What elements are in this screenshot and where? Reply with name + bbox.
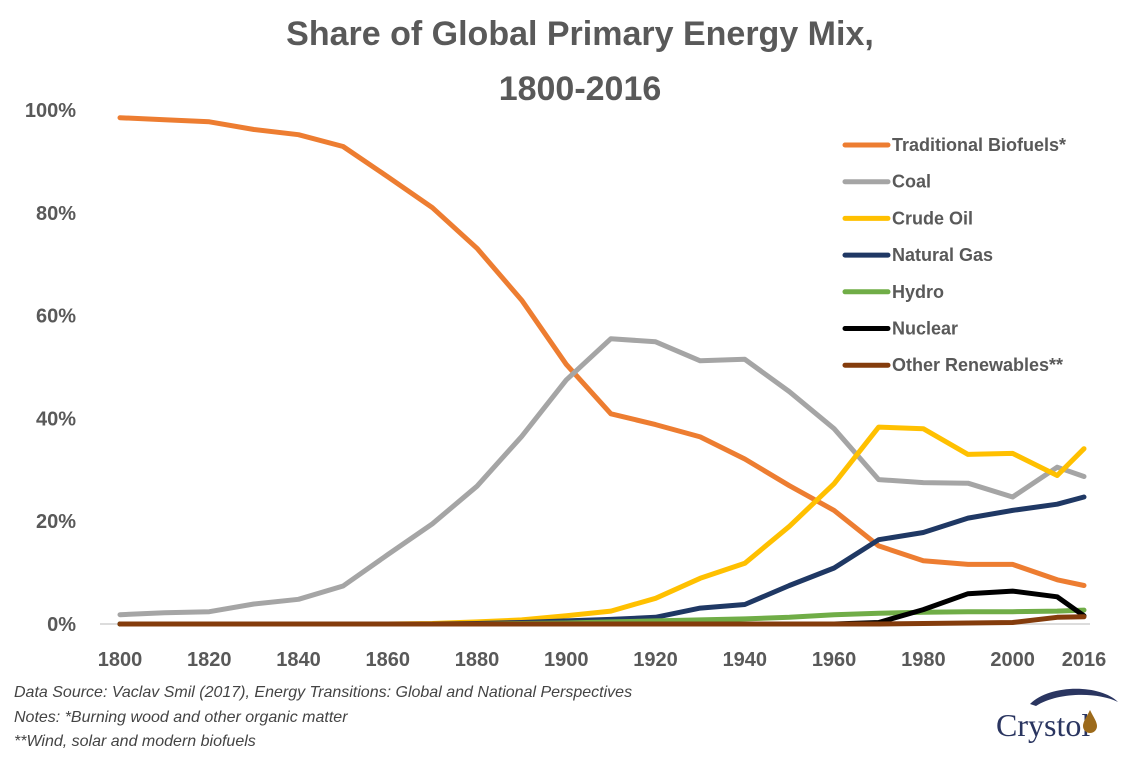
legend: Traditional Biofuels* Coal Crude Oil Natura… [842, 135, 1066, 375]
series-line-0 [117, 115, 1087, 588]
x-tick-label: 1820 [187, 649, 232, 671]
y-axis: 0% 20% 40% 60% 80% 100% [25, 100, 76, 636]
y-tick-label: 0% [47, 614, 76, 636]
legend-label: Hydro [892, 282, 944, 302]
x-tick-label: 1980 [901, 649, 946, 671]
x-tick-label: 2016 [1062, 649, 1107, 671]
chart-title-line-2: 1800-2016 [499, 70, 662, 108]
oil-drop-icon [1083, 710, 1097, 733]
y-tick-label: 20% [36, 511, 76, 533]
logo-text: Crystol [996, 707, 1090, 743]
x-tick-label: 1860 [366, 649, 411, 671]
legend-label: Natural Gas [892, 245, 993, 265]
y-tick-label: 60% [36, 306, 76, 328]
series-line-6 [117, 614, 1087, 627]
x-tick-label: 1840 [276, 649, 321, 671]
legend-label: Traditional Biofuels* [892, 135, 1066, 155]
x-axis: 1800 1820 1840 1860 1880 1900 1920 1940 1960 1980… [98, 649, 1107, 671]
y-tick-label: 100% [25, 100, 76, 122]
notes-renewables: **Wind, solar and modern biofuels [14, 733, 256, 750]
legend-label: Coal [892, 172, 931, 192]
x-tick-label: 1960 [812, 649, 857, 671]
y-tick-label: 40% [36, 408, 76, 430]
x-tick-label: 2000 [990, 649, 1035, 671]
notes-biofuels: Notes: *Burning wood and other organic m… [14, 709, 348, 726]
x-tick-label: 1800 [98, 649, 143, 671]
legend-label: Other Renewables** [892, 355, 1063, 375]
data-source-note: Data Source: Vaclav Smil (2017), Energy … [14, 684, 633, 701]
crystol-logo: Crystol [996, 688, 1118, 743]
series-line-1 [117, 336, 1087, 618]
logo-swoosh-icon [1030, 688, 1118, 706]
series-lines [117, 115, 1087, 627]
x-tick-label: 1900 [544, 649, 589, 671]
chart-title-line-1: Share of Global Primary Energy Mix, [286, 15, 874, 53]
y-tick-label: 80% [36, 203, 76, 225]
x-tick-label: 1940 [723, 649, 768, 671]
legend-label: Crude Oil [892, 208, 973, 228]
legend-label: Nuclear [892, 319, 958, 339]
x-tick-label: 1920 [633, 649, 678, 671]
x-tick-label: 1880 [455, 649, 500, 671]
